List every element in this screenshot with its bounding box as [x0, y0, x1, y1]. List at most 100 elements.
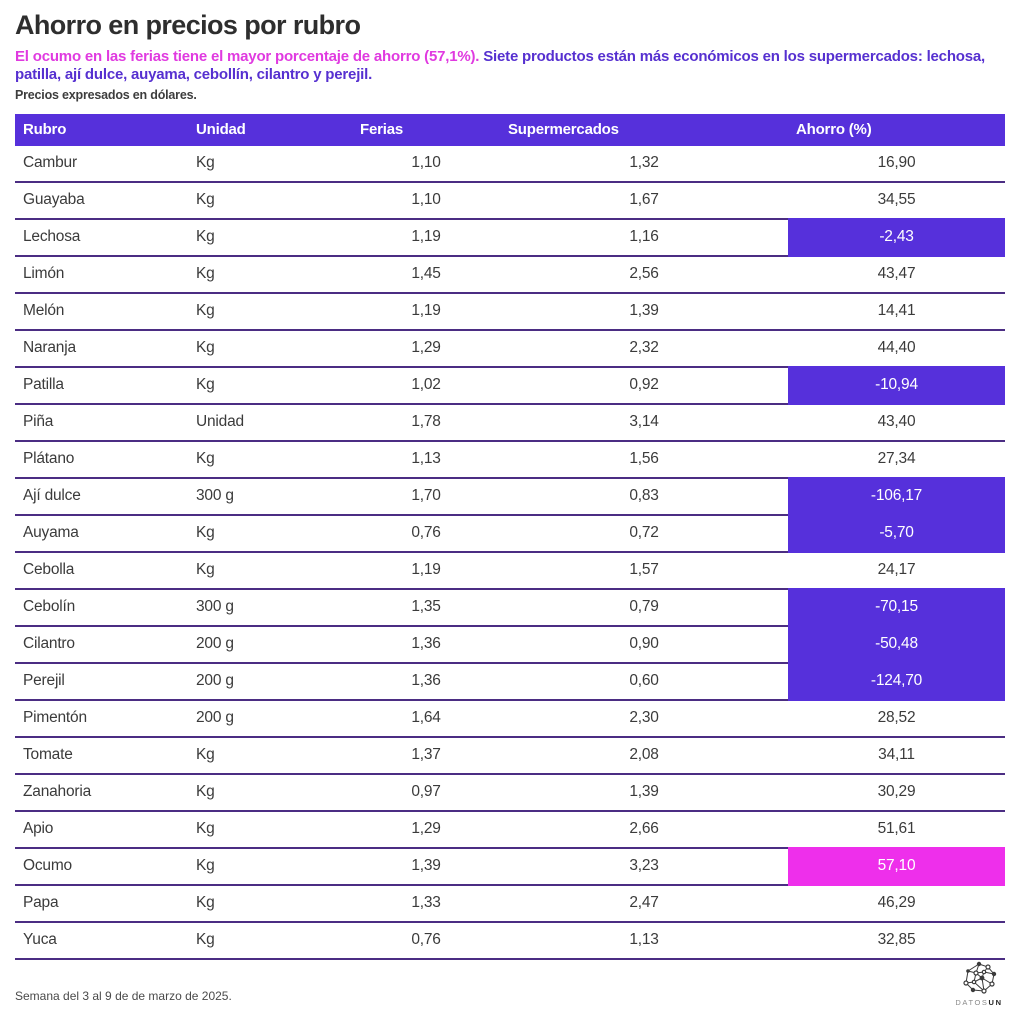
cell-rubro: Cebolla — [15, 550, 188, 589]
cell-ahorro-highlight: -106,17 — [788, 476, 1005, 515]
cell-rubro: Melón — [15, 291, 188, 330]
cell-ferias: 1,70 — [352, 476, 500, 515]
cell-ahorro: 43,47 — [788, 254, 1005, 293]
cell-ahorro: 44,40 — [788, 328, 1005, 367]
cell-unidad: Kg — [188, 291, 352, 330]
cell-ferias: 1,35 — [352, 587, 500, 626]
cell-rubro: Piña — [15, 402, 188, 441]
table-row: Perejil 200 g 1,36 0,60 -124,70 — [15, 661, 1005, 700]
subtitle: El ocumo en las ferias tiene el mayor po… — [15, 48, 1005, 85]
cell-supermercados: 3,14 — [500, 402, 788, 441]
cell-supermercados: 0,92 — [500, 365, 788, 404]
table-row: Cebolín 300 g 1,35 0,79 -70,15 — [15, 587, 1005, 626]
cell-unidad: Kg — [188, 254, 352, 293]
cell-ahorro: 28,52 — [788, 698, 1005, 737]
cell-ferias: 1,78 — [352, 402, 500, 441]
cell-ahorro: 43,40 — [788, 402, 1005, 441]
cell-unidad: Kg — [188, 365, 352, 404]
cell-ferias: 1,10 — [352, 145, 500, 182]
datosun-network-icon — [953, 959, 1005, 997]
cell-ferias: 0,76 — [352, 513, 500, 552]
subtitle-highlight-purple: Siete productos están más económicos en … — [15, 48, 986, 84]
cell-unidad: Kg — [188, 145, 352, 182]
cell-supermercados: 0,83 — [500, 476, 788, 515]
cell-rubro: Tomate — [15, 735, 188, 774]
cell-rubro: Plátano — [15, 439, 188, 478]
table-row: Plátano Kg 1,13 1,56 27,34 — [15, 439, 1005, 478]
cell-supermercados: 0,72 — [500, 513, 788, 552]
cell-supermercados: 2,66 — [500, 809, 788, 848]
cell-ahorro-highlight: -2,43 — [788, 217, 1005, 256]
column-header-ahorro: Ahorro (%) — [788, 113, 1005, 146]
cell-rubro: Zanahoria — [15, 772, 188, 811]
cell-ahorro-highlight: -50,48 — [788, 624, 1005, 663]
table-row: Naranja Kg 1,29 2,32 44,40 — [15, 328, 1005, 367]
cell-ferias: 1,37 — [352, 735, 500, 774]
subtitle-highlight-magenta: El ocumo en las ferias tiene el mayor po… — [15, 48, 480, 65]
cell-supermercados: 0,79 — [500, 587, 788, 626]
cell-ahorro: 16,90 — [788, 145, 1005, 182]
cell-unidad: Kg — [188, 846, 352, 885]
table-row: Piña Unidad 1,78 3,14 43,40 — [15, 402, 1005, 441]
cell-supermercados: 1,32 — [500, 145, 788, 182]
table-row: Auyama Kg 0,76 0,72 -5,70 — [15, 513, 1005, 552]
cell-ahorro-highlight: -70,15 — [788, 587, 1005, 626]
cell-ferias: 1,36 — [352, 661, 500, 700]
cell-ferias: 1,19 — [352, 550, 500, 589]
table-row: Papa Kg 1,33 2,47 46,29 — [15, 883, 1005, 922]
cell-unidad: 200 g — [188, 624, 352, 663]
cell-rubro: Cilantro — [15, 624, 188, 663]
datosun-logo: DATOSUN — [953, 959, 1005, 1007]
cell-supermercados: 3,23 — [500, 846, 788, 885]
price-comparison-table: Rubro Unidad Ferias Supermercados Ahorro (%)… — [15, 113, 1005, 960]
cell-supermercados: 1,39 — [500, 772, 788, 811]
cell-supermercados: 2,47 — [500, 883, 788, 922]
cell-unidad: Kg — [188, 217, 352, 256]
cell-unidad: Kg — [188, 920, 352, 960]
table-header-row: Rubro Unidad Ferias Supermercados Ahorro (%) — [15, 113, 1005, 146]
cell-unidad: 300 g — [188, 587, 352, 626]
table-row: Limón Kg 1,45 2,56 43,47 — [15, 254, 1005, 293]
table-row: Apio Kg 1,29 2,66 51,61 — [15, 809, 1005, 848]
cell-ferias: 1,19 — [352, 291, 500, 330]
cell-supermercados: 1,56 — [500, 439, 788, 478]
cell-unidad: Kg — [188, 883, 352, 922]
cell-ferias: 1,36 — [352, 624, 500, 663]
cell-ahorro-highlight: -124,70 — [788, 661, 1005, 700]
cell-ferias: 1,13 — [352, 439, 500, 478]
table-row: Pimentón 200 g 1,64 2,30 28,52 — [15, 698, 1005, 737]
cell-ferias: 1,45 — [352, 254, 500, 293]
cell-unidad: Kg — [188, 439, 352, 478]
cell-ahorro: 46,29 — [788, 883, 1005, 922]
cell-rubro: Yuca — [15, 920, 188, 960]
cell-unidad: 300 g — [188, 476, 352, 515]
cell-supermercados: 1,67 — [500, 180, 788, 219]
cell-ferias: 1,02 — [352, 365, 500, 404]
table-row: Lechosa Kg 1,19 1,16 -2,43 — [15, 217, 1005, 256]
cell-ahorro-highlight: -10,94 — [788, 365, 1005, 404]
cell-unidad: Kg — [188, 328, 352, 367]
table-row: Melón Kg 1,19 1,39 14,41 — [15, 291, 1005, 330]
cell-ahorro: 32,85 — [788, 920, 1005, 960]
table-row: Cambur Kg 1,10 1,32 16,90 — [15, 145, 1005, 182]
cell-rubro: Ají dulce — [15, 476, 188, 515]
cell-supermercados: 1,13 — [500, 920, 788, 960]
cell-ferias: 1,10 — [352, 180, 500, 219]
table-row: Cilantro 200 g 1,36 0,90 -50,48 — [15, 624, 1005, 663]
cell-rubro: Guayaba — [15, 180, 188, 219]
table-row: Cebolla Kg 1,19 1,57 24,17 — [15, 550, 1005, 589]
cell-rubro: Pimentón — [15, 698, 188, 737]
cell-ahorro: 30,29 — [788, 772, 1005, 811]
datosun-wordmark: DATOSUN — [953, 998, 1005, 1007]
cell-ferias: 0,97 — [352, 772, 500, 811]
table-row: Guayaba Kg 1,10 1,67 34,55 — [15, 180, 1005, 219]
cell-unidad: Unidad — [188, 402, 352, 441]
table-row: Patilla Kg 1,02 0,92 -10,94 — [15, 365, 1005, 404]
cell-ferias: 1,29 — [352, 809, 500, 848]
datosun-wordmark-bold: UN — [988, 998, 1003, 1007]
cell-unidad: 200 g — [188, 698, 352, 737]
column-header-rubro: Rubro — [15, 113, 188, 146]
table-row: Tomate Kg 1,37 2,08 34,11 — [15, 735, 1005, 774]
column-header-ferias: Ferias — [352, 113, 500, 146]
